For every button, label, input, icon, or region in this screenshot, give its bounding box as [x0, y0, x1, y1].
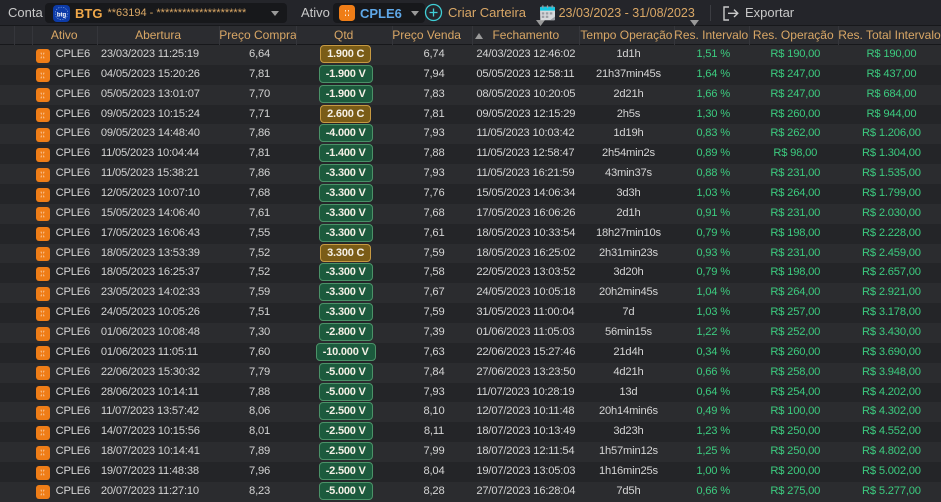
- svg-text:btg: btg: [57, 12, 67, 18]
